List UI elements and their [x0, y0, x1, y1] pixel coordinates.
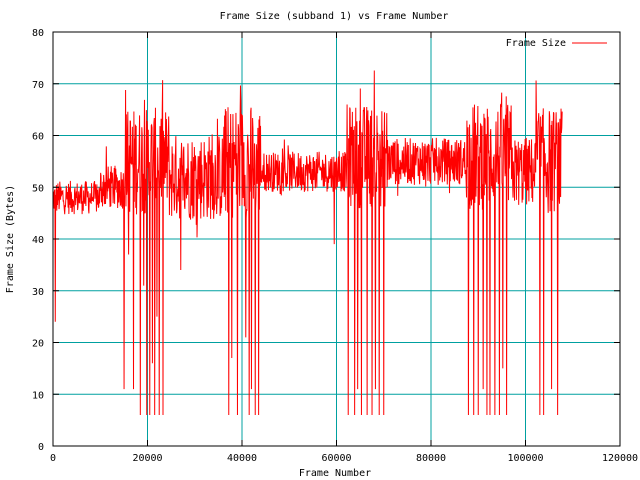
y-axis-label: Frame Size (Bytes) — [5, 185, 16, 293]
y-tick-label: 60 — [32, 132, 44, 143]
y-tick-label: 20 — [32, 339, 44, 350]
y-tick-label: 40 — [32, 235, 44, 246]
y-tick-label: 70 — [32, 80, 44, 91]
series-line-frame-size — [52, 70, 563, 415]
y-tick-label: 0 — [38, 442, 44, 453]
axis-ticks: 0 10 20 30 40 50 60 70 80 0 20000 40000 60000 80000 10… — [32, 28, 638, 464]
x-tick-label: 80000 — [416, 453, 446, 464]
x-tick-label: 20000 — [132, 453, 162, 464]
series-frame-size — [52, 70, 563, 415]
chart-title: Frame Size (subband 1) vs Frame Number — [220, 11, 449, 22]
x-tick-label: 0 — [50, 453, 56, 464]
x-tick-label: 60000 — [321, 453, 351, 464]
x-axis-label: Frame Number — [299, 468, 371, 479]
grid-lines — [53, 32, 620, 446]
y-tick-label: 30 — [32, 287, 44, 298]
x-tick-label: 100000 — [507, 453, 543, 464]
x-tick-label: 40000 — [227, 453, 257, 464]
y-tick-label: 50 — [32, 183, 44, 194]
legend: Frame Size — [506, 38, 607, 49]
y-tick-label: 80 — [32, 28, 44, 39]
x-tick-label: 120000 — [602, 453, 638, 464]
y-tick-label: 10 — [32, 390, 44, 401]
legend-label: Frame Size — [506, 38, 566, 49]
